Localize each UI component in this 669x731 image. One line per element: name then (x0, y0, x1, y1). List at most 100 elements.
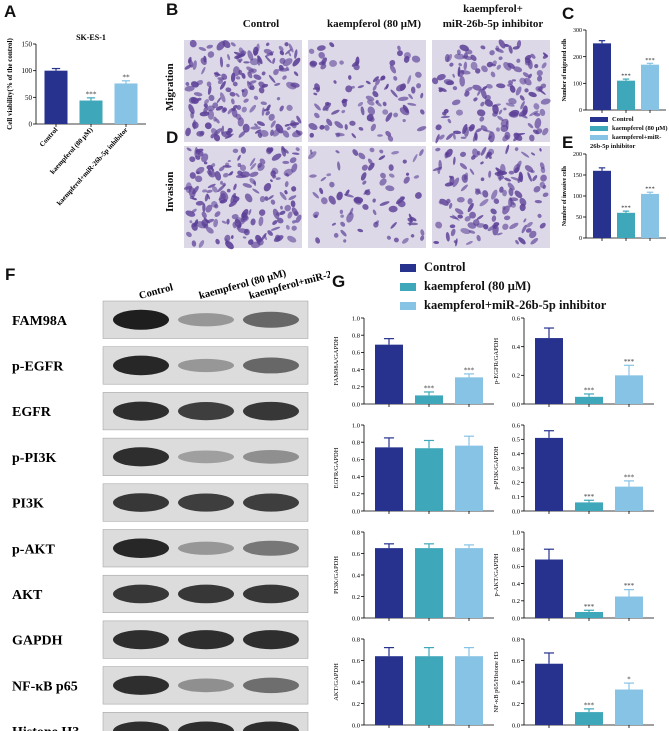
stained-cell (435, 147, 441, 152)
stained-cell (402, 159, 407, 164)
stained-cell (326, 173, 332, 177)
blot-band (178, 358, 234, 373)
blot-band (243, 357, 299, 374)
chart-title: SK-ES-1 (76, 33, 106, 42)
bar-1 (415, 548, 443, 618)
stained-cell (492, 224, 497, 229)
significance-label: *** (584, 604, 595, 611)
chart-e-invasive: 0 50 100 150 200 Number of invasive cells *** *… (562, 152, 666, 242)
stained-cell (187, 56, 192, 64)
significance-label: *** (621, 205, 630, 212)
significance-label: * (627, 677, 631, 684)
stained-cell (186, 231, 192, 238)
stained-cell (284, 42, 289, 47)
stained-cell (540, 174, 547, 182)
stained-cell (504, 177, 512, 182)
stained-cell (313, 92, 318, 96)
stained-cell (241, 89, 245, 93)
stained-cell (286, 104, 293, 111)
y-tick-label: 0.2 (512, 480, 520, 487)
stained-cell (507, 182, 515, 191)
significance-label: *** (584, 387, 595, 394)
stained-cell (367, 99, 375, 106)
stained-cell (201, 219, 209, 227)
stained-cell (222, 40, 231, 49)
y-tick-label: 0.0 (512, 508, 520, 515)
stained-cell (320, 176, 327, 182)
y-tick-label: 0 (579, 236, 582, 242)
stained-cell (276, 96, 281, 101)
stained-cell (227, 54, 231, 61)
stained-cell (253, 74, 262, 80)
stained-cell (314, 103, 321, 111)
stained-cell (309, 61, 316, 68)
blot-band (113, 309, 169, 330)
blot-band (113, 355, 169, 376)
stained-cell (470, 54, 477, 61)
bar-1 (575, 502, 603, 511)
stained-cell (284, 181, 289, 188)
stained-cell (222, 172, 229, 178)
stained-cell (487, 135, 492, 140)
protein-label: EGFR (12, 405, 52, 420)
stained-cell (353, 197, 362, 205)
stained-cell (238, 130, 246, 138)
stained-cell (265, 148, 272, 155)
stained-cell (522, 72, 530, 78)
bar-1 (415, 656, 443, 725)
stained-cell (525, 228, 532, 233)
legend-ce-item-kaempferol: kaempferol (80 μM) (590, 124, 669, 133)
blot-band (178, 678, 234, 693)
stained-cell (477, 88, 482, 96)
stained-cell (318, 51, 325, 59)
stained-cell (372, 198, 376, 203)
stained-cell (271, 153, 282, 161)
stained-cell (530, 237, 539, 245)
stained-cell (360, 172, 367, 181)
stained-cell (513, 167, 520, 174)
stained-cell (445, 231, 450, 242)
stained-cell (508, 80, 513, 85)
stained-cell (267, 195, 274, 200)
significance-label: *** (624, 583, 635, 590)
stained-cell (416, 83, 422, 89)
stained-cell (295, 147, 300, 152)
stained-cell (472, 133, 478, 142)
stained-cell (435, 124, 442, 131)
stained-cell (496, 64, 501, 70)
stained-cell (233, 66, 241, 77)
stained-cell (265, 51, 275, 58)
stained-cell (219, 81, 226, 90)
stained-cell (480, 45, 486, 50)
chart-G6: 0.0 0.2 0.4 0.6 0.8 1.0 p-AKT/GAPDH *** *** (493, 529, 654, 622)
stained-cell (188, 104, 195, 115)
stained-cell (207, 51, 215, 58)
stained-cell (201, 66, 206, 75)
stained-cell (362, 204, 369, 210)
stained-cell (257, 132, 263, 138)
stained-cell (524, 60, 531, 66)
stained-cell (518, 237, 526, 245)
bar-2 (114, 83, 138, 124)
stained-cell (249, 58, 259, 66)
stained-cell (433, 241, 440, 244)
stained-cell (321, 197, 328, 205)
stained-cell (357, 102, 364, 107)
stained-cell (212, 102, 219, 109)
stained-cell (435, 221, 443, 229)
stained-cell (459, 162, 468, 170)
stained-cell (236, 104, 242, 110)
stained-cell (495, 45, 500, 52)
chart-C: 0 100 200 300 Number of migrated cells *** *** (562, 28, 666, 114)
blot-band (113, 675, 169, 695)
bar-0 (535, 559, 563, 618)
panel-label-f: F (5, 265, 16, 284)
y-tick-label: 0.6 (352, 457, 361, 464)
stained-cell (290, 120, 297, 129)
stained-cell (446, 133, 454, 140)
stained-cell (397, 96, 409, 102)
bar-0 (44, 70, 68, 124)
stained-cell (402, 118, 406, 123)
blot-band (113, 538, 169, 559)
transwell-image-invasion-1 (308, 146, 426, 248)
